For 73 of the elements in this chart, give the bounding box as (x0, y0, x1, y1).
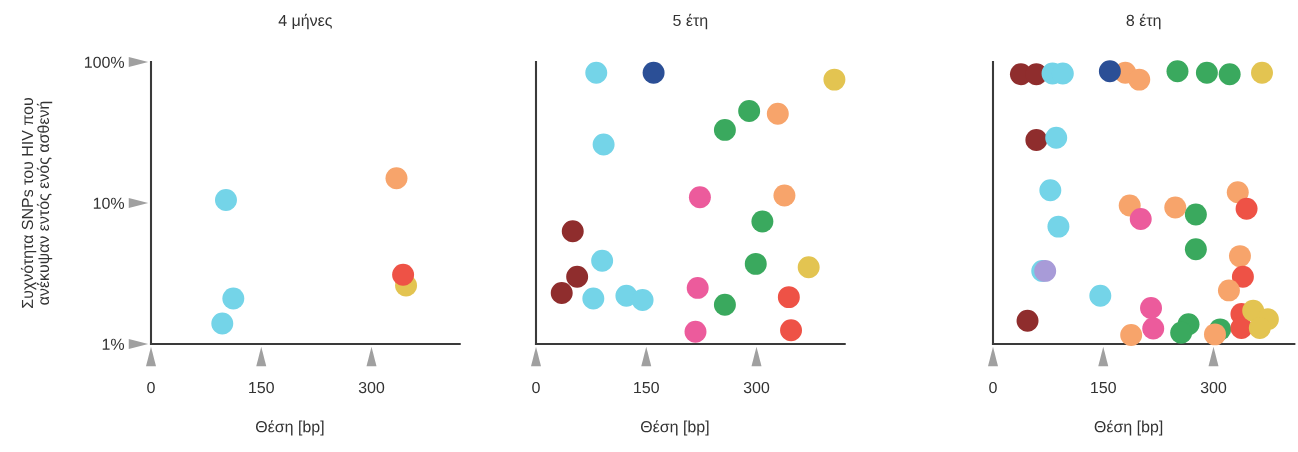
point (744, 252, 767, 275)
point (1170, 321, 1193, 344)
point (751, 210, 774, 233)
point (392, 263, 415, 286)
x-axis-title: Θέση [bp] (1094, 420, 1163, 436)
point (1039, 179, 1062, 202)
x-axis-title: Θέση [bp] (255, 420, 324, 436)
point (1016, 309, 1039, 332)
point (585, 61, 608, 84)
chart-title: 5 έτη (673, 13, 708, 30)
point (686, 276, 709, 299)
point (566, 265, 589, 288)
x-tick-label: 150 (634, 381, 659, 394)
point (1129, 208, 1152, 230)
point (1089, 284, 1112, 307)
point (1218, 63, 1241, 86)
x-tick-label: 150 (249, 381, 274, 394)
point (1195, 61, 1218, 84)
point (385, 167, 408, 190)
y-tick-label: 1% (102, 338, 125, 350)
point (1045, 126, 1068, 149)
point (738, 99, 761, 122)
chart-title: 4 μήνες (278, 13, 332, 30)
point (777, 286, 800, 309)
point (1203, 323, 1226, 346)
x-tick-label: 0 (532, 381, 540, 394)
point (780, 319, 803, 342)
point (1120, 323, 1143, 346)
point (1142, 317, 1165, 340)
point (642, 61, 665, 84)
y-tick-label: 100% (84, 56, 125, 68)
x-tick-label: 300 (358, 381, 385, 394)
point (1184, 203, 1207, 226)
x-tick-label: 150 (1091, 381, 1116, 394)
point (1228, 245, 1251, 268)
point (688, 186, 711, 209)
point (1251, 61, 1273, 84)
point (1164, 196, 1187, 219)
point (591, 249, 614, 272)
point (1140, 297, 1163, 319)
point (222, 287, 245, 310)
point (550, 282, 573, 304)
point (1047, 215, 1070, 238)
point (1098, 60, 1121, 83)
point (1184, 238, 1207, 261)
point (797, 256, 820, 279)
x-tick-label: 300 (743, 381, 770, 394)
point (1166, 60, 1189, 83)
point (561, 220, 584, 243)
point (773, 184, 796, 207)
point (766, 102, 789, 125)
point (713, 118, 736, 141)
chart-title: 8 έτη (1126, 13, 1161, 30)
point (684, 320, 707, 343)
y-tick-label: 10% (93, 197, 125, 209)
x-tick-label: 0 (989, 381, 997, 394)
point (1226, 181, 1249, 204)
point (1231, 265, 1254, 288)
x-tick-label: 0 (147, 381, 155, 394)
point (1128, 68, 1151, 91)
point (211, 312, 234, 335)
point (214, 189, 237, 211)
point (1217, 279, 1240, 302)
point (582, 287, 605, 310)
y-axis-title: Συχνότητα SNPs του HIV που ανέκυψαν εντός ενός ασθενή (20, 98, 53, 308)
point (1235, 197, 1258, 220)
point (1025, 128, 1048, 151)
point (592, 133, 615, 156)
x-tick-label: 300 (1200, 381, 1227, 394)
point (823, 68, 846, 91)
x-axis-title: Θέση [bp] (640, 420, 709, 436)
point (713, 293, 736, 316)
point (631, 289, 654, 312)
